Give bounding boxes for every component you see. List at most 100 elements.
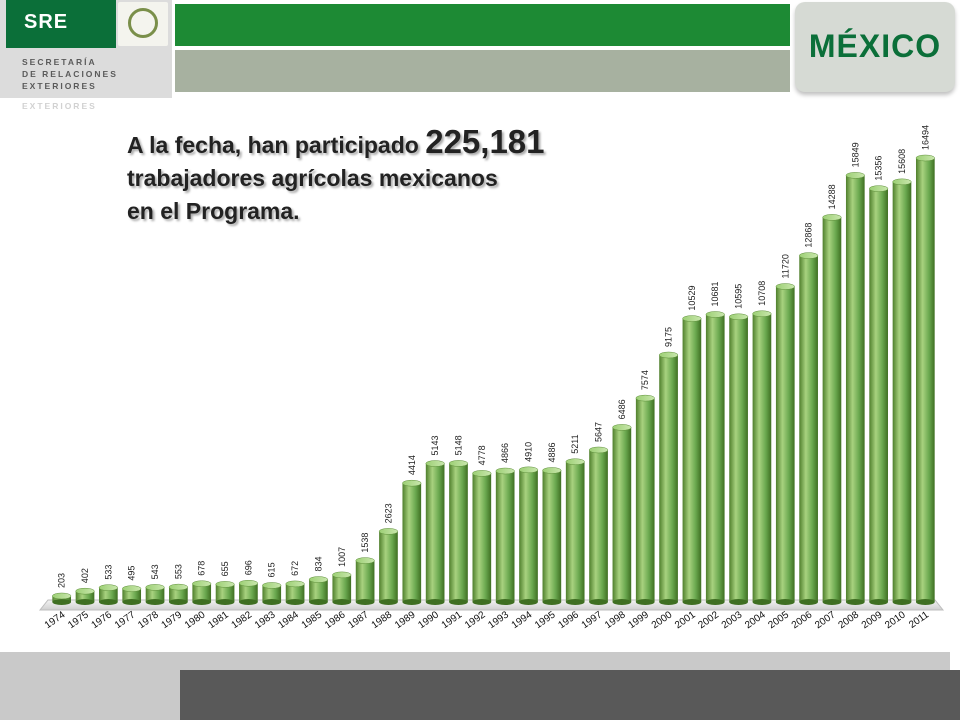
- x-tick-label: 1986: [323, 609, 348, 631]
- data-label: 9175: [664, 327, 674, 347]
- x-tick-label: 1980: [183, 609, 208, 631]
- x-tick-label: 2001: [673, 609, 698, 631]
- data-label: 553: [173, 564, 183, 579]
- data-label: 543: [150, 564, 160, 579]
- x-tick-label: 1976: [90, 609, 115, 631]
- bar: [402, 479, 422, 605]
- x-tick-label: 2004: [743, 609, 768, 631]
- bar: [332, 571, 352, 605]
- data-label: 4866: [500, 443, 510, 463]
- bar: [472, 470, 492, 605]
- data-label: 1538: [360, 533, 370, 553]
- bar: [495, 467, 515, 605]
- bar: [729, 313, 749, 605]
- data-label: 4910: [524, 442, 534, 462]
- data-label: 495: [127, 566, 137, 581]
- data-label: 15608: [897, 149, 907, 174]
- data-label: 203: [57, 573, 67, 588]
- x-tick-label: 1975: [66, 609, 91, 631]
- bar: [705, 311, 725, 605]
- headline-number: 225,181: [425, 123, 545, 160]
- bar: [52, 592, 72, 605]
- data-label: 4778: [477, 445, 487, 465]
- data-label: 5148: [453, 435, 463, 455]
- ministry-name: SECRETARÍA DE RELACIONES EXTERIORES: [22, 56, 118, 92]
- data-label: 1007: [337, 547, 347, 567]
- bar: [658, 351, 679, 605]
- headline-line-2: trabajadores agrícolas mexicanos: [127, 165, 498, 191]
- bar: [238, 580, 258, 605]
- bar: [518, 466, 539, 605]
- x-tick-label: 2003: [720, 609, 745, 631]
- bar: [285, 580, 305, 605]
- x-tick-label: 1981: [206, 609, 231, 631]
- footer-dark-band: [180, 670, 960, 720]
- x-tick-label: 1977: [113, 609, 138, 631]
- header-green-band: [175, 4, 790, 46]
- data-label: 2623: [383, 503, 393, 523]
- x-tick-label: 1991: [440, 609, 465, 631]
- bar: [845, 172, 865, 605]
- x-tick-label: 2011: [907, 609, 931, 631]
- bar: [215, 581, 235, 605]
- bar: [822, 214, 842, 605]
- data-label: 533: [103, 565, 113, 580]
- ministry-reflection: EXTERIORES: [22, 101, 97, 111]
- data-label: 4886: [547, 442, 557, 462]
- x-tick-label: 1988: [370, 609, 395, 631]
- data-label: 5143: [430, 436, 440, 456]
- x-tick-label: 1998: [603, 609, 628, 631]
- bar: [892, 178, 912, 605]
- data-label: 678: [197, 561, 207, 576]
- bar: [448, 460, 469, 605]
- bar: [192, 580, 212, 605]
- bar: [635, 394, 655, 605]
- bar: [425, 460, 445, 605]
- x-tick-label: 1984: [276, 609, 301, 631]
- ministry-line: SECRETARÍA: [22, 57, 97, 67]
- x-tick-label: 1993: [486, 609, 511, 631]
- bar: [122, 585, 142, 605]
- data-label: 696: [243, 560, 253, 575]
- bar: [542, 467, 562, 605]
- bar: [75, 587, 95, 605]
- data-label: 10708: [757, 281, 767, 306]
- headline-prefix: A la fecha, han participado: [127, 132, 426, 158]
- header-logo-panel: SRE SECRETARÍA DE RELACIONES EXTERIORES: [0, 0, 172, 98]
- bar: [308, 576, 329, 605]
- x-tick-label: 2008: [836, 609, 861, 631]
- sre-logo-text: SRE: [24, 11, 69, 33]
- x-tick-label: 2005: [766, 609, 791, 631]
- bar: [775, 283, 795, 605]
- data-label: 672: [290, 561, 300, 576]
- data-label: 4414: [407, 455, 417, 475]
- headline: A la fecha, han participado 225,181 trab…: [127, 125, 647, 228]
- data-label: 12868: [804, 223, 814, 248]
- bar: [682, 315, 702, 605]
- headline-line-3: en el Programa.: [127, 198, 300, 224]
- bar: [378, 528, 399, 605]
- data-label: 10529: [687, 286, 697, 311]
- ministry-line: EXTERIORES: [22, 81, 97, 91]
- x-tick-label: 1996: [556, 609, 581, 631]
- data-label: 15849: [850, 142, 860, 167]
- x-tick-label: 1995: [533, 609, 558, 631]
- x-tick-label: 1978: [136, 609, 161, 631]
- x-tick-label: 2010: [883, 609, 908, 631]
- bar: [565, 458, 585, 605]
- x-tick-label: 1982: [230, 609, 255, 631]
- sre-logo: SRE: [6, 0, 116, 48]
- x-tick-label: 2000: [650, 609, 675, 631]
- x-tick-label: 2006: [790, 609, 815, 631]
- data-label: 834: [313, 557, 323, 572]
- bar: [588, 446, 609, 605]
- data-label: 5211: [570, 434, 580, 453]
- data-label: 16494: [920, 125, 930, 150]
- data-label: 10681: [710, 281, 720, 306]
- data-label: 15356: [874, 156, 884, 181]
- x-tick-label: 1974: [43, 609, 68, 631]
- bar: [915, 154, 935, 605]
- data-label: 7574: [640, 370, 650, 390]
- x-tick-label: 1983: [253, 609, 278, 631]
- data-label: 402: [80, 568, 90, 583]
